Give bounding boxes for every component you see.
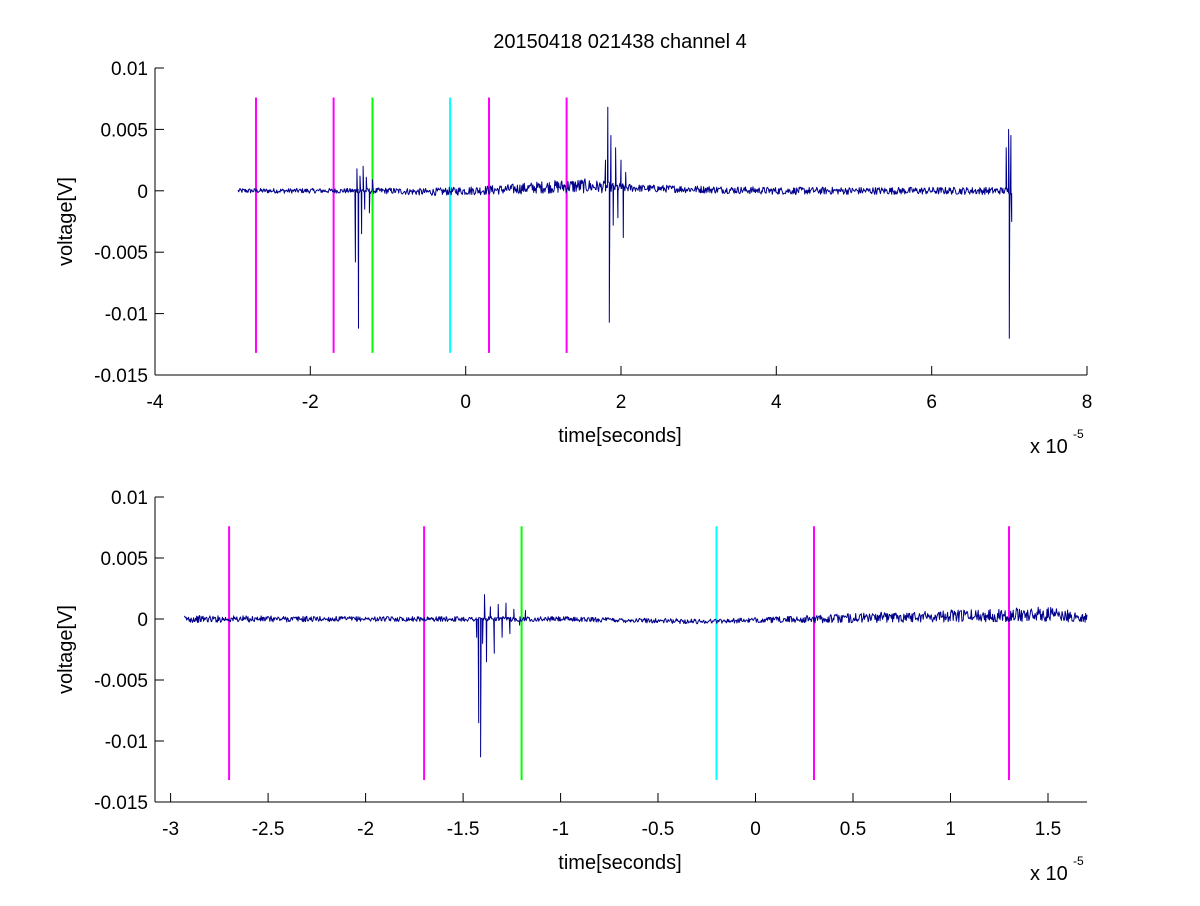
y-tick-label: 0 [137,182,148,203]
y-axis-label: voltage[V] [55,605,77,694]
y-tick-label: 0.01 [111,59,148,80]
x-tick-label: 6 [926,392,937,413]
y-tick-label: 0.01 [111,488,148,509]
x-tick-label: -4 [147,392,164,413]
x-tick-label: -1.5 [447,819,480,840]
y-tick-label: 0 [137,610,148,631]
y-tick-label: 0.005 [100,120,148,141]
x-tick-label: -2 [302,392,319,413]
y-axis-label: voltage[V] [55,177,77,266]
y-tick-label: -0.015 [94,366,148,387]
x-tick-label: 4 [771,392,782,413]
bottom-panel: -3 -2.5 -2 -1.5 -1 -0.5 0 0.5 1 1.5 0.01 0.005 0 -0.0… [55,488,1088,885]
figure-title: 20150418 021438 channel 4 [493,31,747,53]
x-tick-label: -0.5 [642,819,675,840]
y-tick-label: -0.01 [105,732,148,753]
x-axis-label: time[seconds] [558,425,681,447]
signal-trace [183,594,1088,758]
x-tick-label: 8 [1082,392,1093,413]
x-exponent-power: -5 [1073,854,1084,868]
x-tick-label: 1 [945,819,956,840]
x-tick-label: -2 [357,819,374,840]
x-tick-label: 2 [616,392,627,413]
x-tick-label: -1 [552,819,569,840]
x-tick-label: 1.5 [1035,819,1061,840]
y-tick-label: -0.005 [94,243,148,264]
x-exponent-label: x 10 [1030,436,1068,458]
x-tick-label: -3 [162,819,179,840]
y-tick-label: -0.005 [94,671,148,692]
y-tick-label: 0.005 [100,549,148,570]
x-exponent-label: x 10 [1030,863,1068,885]
signal-trace [237,106,1013,339]
x-exponent-power: -5 [1073,427,1084,441]
x-tick-label: -2.5 [252,819,285,840]
x-tick-label: 0.5 [840,819,866,840]
top-panel: -4 -2 0 2 4 6 8 0.01 0.005 0 -0.005 -0.01 -0.015 time… [55,59,1092,458]
x-tick-label: 0 [750,819,761,840]
x-axis-label: time[seconds] [558,852,681,874]
y-tick-label: -0.01 [105,305,148,326]
x-tick-label: 0 [460,392,471,413]
y-tick-label: -0.015 [94,793,148,814]
